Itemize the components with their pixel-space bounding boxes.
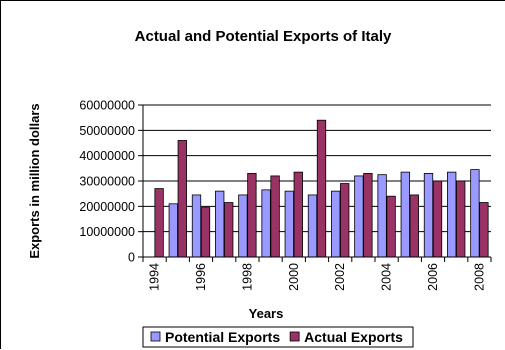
bar-potential-exports (331, 190, 341, 258)
bar-actual-exports (340, 183, 350, 258)
legend-box (142, 326, 414, 348)
x-tick-label: 2006 (426, 263, 440, 291)
bar-actual-exports (177, 140, 187, 258)
y-tick-label: 10000000 (79, 225, 135, 239)
bar-actual-exports (293, 171, 303, 258)
bar-actual-exports (363, 172, 373, 258)
bar-potential-exports (215, 190, 225, 258)
bar-potential-exports (168, 203, 178, 258)
bar-potential-exports (447, 171, 457, 258)
bar-potential-exports (377, 174, 387, 258)
legend-label: Potential Exports (165, 329, 280, 345)
x-tick-label: 1994 (148, 263, 162, 291)
y-axis-label: Exports in million dollars (27, 103, 42, 258)
bar-potential-exports (238, 194, 248, 258)
bar-actual-exports (316, 119, 327, 258)
bar-actual-exports (386, 195, 396, 258)
legend-swatch (150, 331, 161, 342)
legend: Potential Exports Actual Exports (142, 326, 414, 348)
bar-potential-exports (470, 169, 480, 258)
x-tick-label: 1998 (240, 263, 254, 291)
legend-swatch (289, 331, 300, 342)
bar-actual-exports (270, 175, 280, 258)
bar-potential-exports (191, 194, 202, 258)
bar-potential-exports (284, 190, 294, 258)
x-tick-labels: 1994 1996 1998 2000 2002 2004 2006 2008 (148, 263, 487, 291)
bar-actual-exports (432, 180, 443, 258)
x-tick-label: 1996 (194, 263, 208, 291)
y-tick-label: 30000000 (79, 175, 135, 189)
x-tick-label: 2002 (333, 263, 347, 291)
bar-actual-exports (409, 194, 419, 258)
bar-potential-exports (261, 189, 271, 258)
bars (154, 119, 489, 258)
y-tick-labels: 0 10000000 20000000 30000000 40000000 5000000… (79, 99, 135, 265)
y-tick-label: 20000000 (79, 200, 135, 214)
y-tick-label: 0 (128, 251, 135, 265)
bar-actual-exports (479, 202, 489, 258)
bar-potential-exports (307, 194, 318, 258)
chart-title: Actual and Potential Exports of Italy (135, 28, 392, 45)
x-tick-label: 2004 (380, 263, 394, 291)
bar-actual-exports (154, 188, 164, 258)
x-axis-label: Years (249, 306, 284, 321)
y-tick-label: 50000000 (79, 124, 135, 138)
bar-actual-exports (456, 180, 466, 258)
bar-actual-exports (247, 172, 257, 258)
bar-potential-exports (423, 172, 434, 258)
bar-actual-exports (200, 207, 211, 258)
axes (138, 104, 492, 262)
x-tick-label: 2000 (287, 263, 301, 291)
bar-potential-exports (400, 171, 410, 258)
legend-label: Actual Exports (304, 329, 403, 345)
x-tick-label: 2008 (472, 263, 486, 291)
bar-actual-exports (224, 202, 234, 258)
y-tick-label: 40000000 (79, 149, 135, 163)
bar-potential-exports (354, 175, 364, 258)
y-tick-label: 60000000 (79, 99, 135, 113)
